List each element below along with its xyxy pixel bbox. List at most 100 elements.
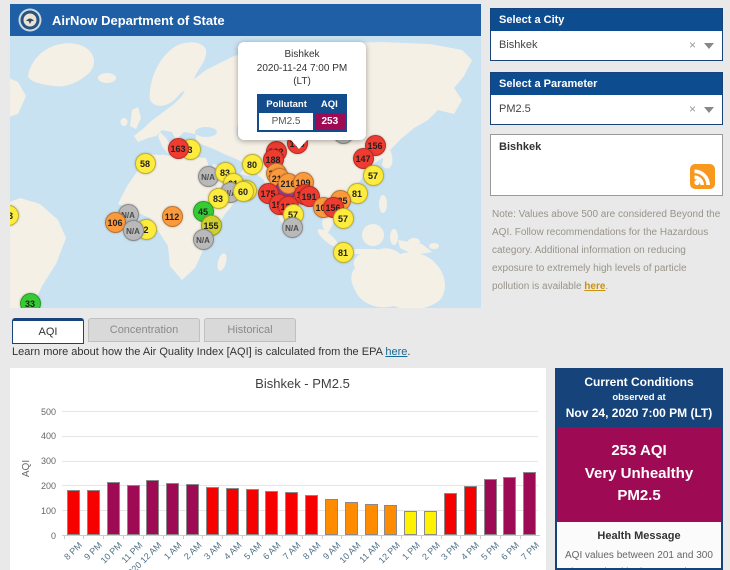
- popup-col-pollutant: Pollutant: [258, 94, 314, 113]
- aqi-bar[interactable]: [324, 499, 338, 535]
- x-tick: [182, 535, 184, 539]
- x-tick: [440, 535, 442, 539]
- x-tick: [103, 535, 105, 539]
- current-conditions-title: Current Conditions: [584, 375, 694, 389]
- aqi-bar[interactable]: [344, 501, 358, 535]
- aqi-bar[interactable]: [285, 492, 299, 535]
- observed-at-value: Nov 24, 2020 7:00 PM (LT): [565, 406, 713, 420]
- x-tick: [341, 535, 343, 539]
- x-tick: [301, 535, 303, 539]
- parameter-select[interactable]: PM2.5 ×: [491, 95, 722, 124]
- aqi-marker[interactable]: 57: [362, 164, 384, 186]
- aqi-bar[interactable]: [404, 510, 418, 535]
- aqi-marker[interactable]: N/A: [192, 228, 214, 250]
- aqi-bar[interactable]: [364, 504, 378, 535]
- learn-more-before: Learn more about how the Air Quality Ind…: [12, 346, 386, 358]
- city-clear-icon[interactable]: ×: [688, 38, 696, 52]
- x-tick-label: 5 PM: [479, 540, 502, 562]
- y-tick-label: 0: [50, 530, 56, 541]
- aqi-bar[interactable]: [225, 488, 239, 535]
- map-popup: Bishkek 2020-11-24 7:00 PM (LT) Pollutan…: [238, 42, 366, 148]
- rss-feed-icon[interactable]: [690, 164, 715, 189]
- aqi-marker[interactable]: 163: [167, 137, 189, 159]
- aqi-marker[interactable]: N/A: [197, 165, 219, 187]
- x-tick: [261, 535, 263, 539]
- aqi-marker[interactable]: 83: [207, 187, 229, 209]
- aqi-bar[interactable]: [384, 505, 398, 535]
- aqi-bar[interactable]: [305, 494, 319, 535]
- aqi-marker[interactable]: 81: [346, 182, 368, 204]
- x-tick-label: 2 PM: [419, 540, 442, 562]
- aqi-marker[interactable]: 80: [241, 153, 263, 175]
- note-here-link[interactable]: here: [584, 281, 606, 292]
- gridline: [62, 435, 538, 437]
- aqi-bar[interactable]: [126, 484, 140, 535]
- current-aqi-block: 253 AQI Very Unhealthy PM2.5: [557, 427, 721, 522]
- x-tick: [321, 535, 323, 539]
- aqi-bar[interactable]: [503, 476, 517, 535]
- aqi-bar[interactable]: [86, 489, 100, 535]
- parameter-chevron-down-icon[interactable]: [704, 107, 714, 113]
- aqi-bar[interactable]: [205, 487, 219, 535]
- aqi-marker[interactable]: 147: [352, 147, 374, 169]
- select-parameter-header: Select a Parameter: [491, 73, 722, 95]
- popup-aqi-value: 253: [313, 112, 346, 131]
- x-tick-label: 8 AM: [301, 540, 323, 562]
- app-header: AirNow Department of State: [10, 4, 481, 36]
- tab-aqi[interactable]: AQI: [12, 318, 84, 344]
- aqi-bar[interactable]: [106, 481, 120, 535]
- y-tick-label: 500: [40, 406, 56, 417]
- x-tick: [202, 535, 204, 539]
- x-tick: [519, 535, 521, 539]
- aqi-bar[interactable]: [463, 485, 477, 535]
- epa-here-link[interactable]: here: [385, 346, 408, 358]
- x-tick: [242, 535, 244, 539]
- aqi-bar[interactable]: [424, 510, 438, 535]
- aqi-marker[interactable]: 33: [19, 292, 41, 308]
- parameter-select-value: PM2.5: [499, 103, 531, 115]
- x-tick: [480, 535, 482, 539]
- aqi-marker[interactable]: 106: [104, 211, 126, 233]
- city-chevron-down-icon[interactable]: [704, 43, 714, 49]
- current-aqi-category: Very Unhealthy: [584, 464, 694, 482]
- tab-concentration[interactable]: Concentration: [88, 318, 200, 342]
- x-tick: [123, 535, 125, 539]
- x-tick-label: 6 PM: [499, 540, 522, 562]
- aqi-bar[interactable]: [265, 490, 279, 535]
- aqi-bar-chart: Bishkek - PM2.5 AQI 0 100 200 300 400 500 8 PM…: [10, 368, 546, 570]
- city-select[interactable]: Bishkek ×: [491, 31, 722, 60]
- learn-more-text: Learn more about how the Air Quality Ind…: [12, 346, 410, 358]
- x-tick: [381, 535, 383, 539]
- aqi-bar[interactable]: [166, 482, 180, 535]
- x-tick-label: 10 PM: [98, 540, 125, 566]
- aqi-marker[interactable]: 58: [134, 152, 156, 174]
- aqi-bar[interactable]: [523, 472, 537, 535]
- aqi-bar[interactable]: [443, 492, 457, 535]
- aqi-bar[interactable]: [483, 479, 497, 535]
- select-city-box: Select a City Bishkek ×: [490, 8, 723, 61]
- aqi-marker[interactable]: 57: [332, 207, 354, 229]
- world-aqi-map[interactable]: 583163N/A836183N/A8345155N/A112N/A2106N/…: [10, 36, 481, 308]
- aqi-bar[interactable]: [67, 489, 80, 535]
- aqi-bar[interactable]: [245, 489, 259, 535]
- aqi-marker[interactable]: N/A: [122, 219, 144, 241]
- gridline: [62, 485, 538, 487]
- aqi-marker[interactable]: 81: [332, 241, 354, 263]
- popup-datetime: 2020-11-24 7:00 PM: [256, 62, 348, 74]
- x-tick: [142, 535, 144, 539]
- chart-tabs: AQI Concentration Historical: [12, 318, 296, 344]
- aqi-marker[interactable]: N/A: [281, 216, 303, 238]
- x-tick: [63, 535, 65, 539]
- x-tick: [162, 535, 164, 539]
- current-aqi-value: 253 AQI: [611, 442, 667, 459]
- x-tick: [361, 535, 363, 539]
- aqi-marker[interactable]: 60: [232, 180, 254, 202]
- tab-historical[interactable]: Historical: [204, 318, 296, 342]
- aqi-bar[interactable]: [186, 483, 200, 535]
- aqi-bar[interactable]: [146, 479, 160, 535]
- parameter-clear-icon[interactable]: ×: [688, 102, 696, 116]
- beyond-aqi-note: Note: Values above 500 are considered Be…: [492, 206, 722, 296]
- x-tick-label: 7 PM: [518, 540, 541, 562]
- gridline: [62, 460, 538, 462]
- aqi-marker[interactable]: 112: [161, 205, 183, 227]
